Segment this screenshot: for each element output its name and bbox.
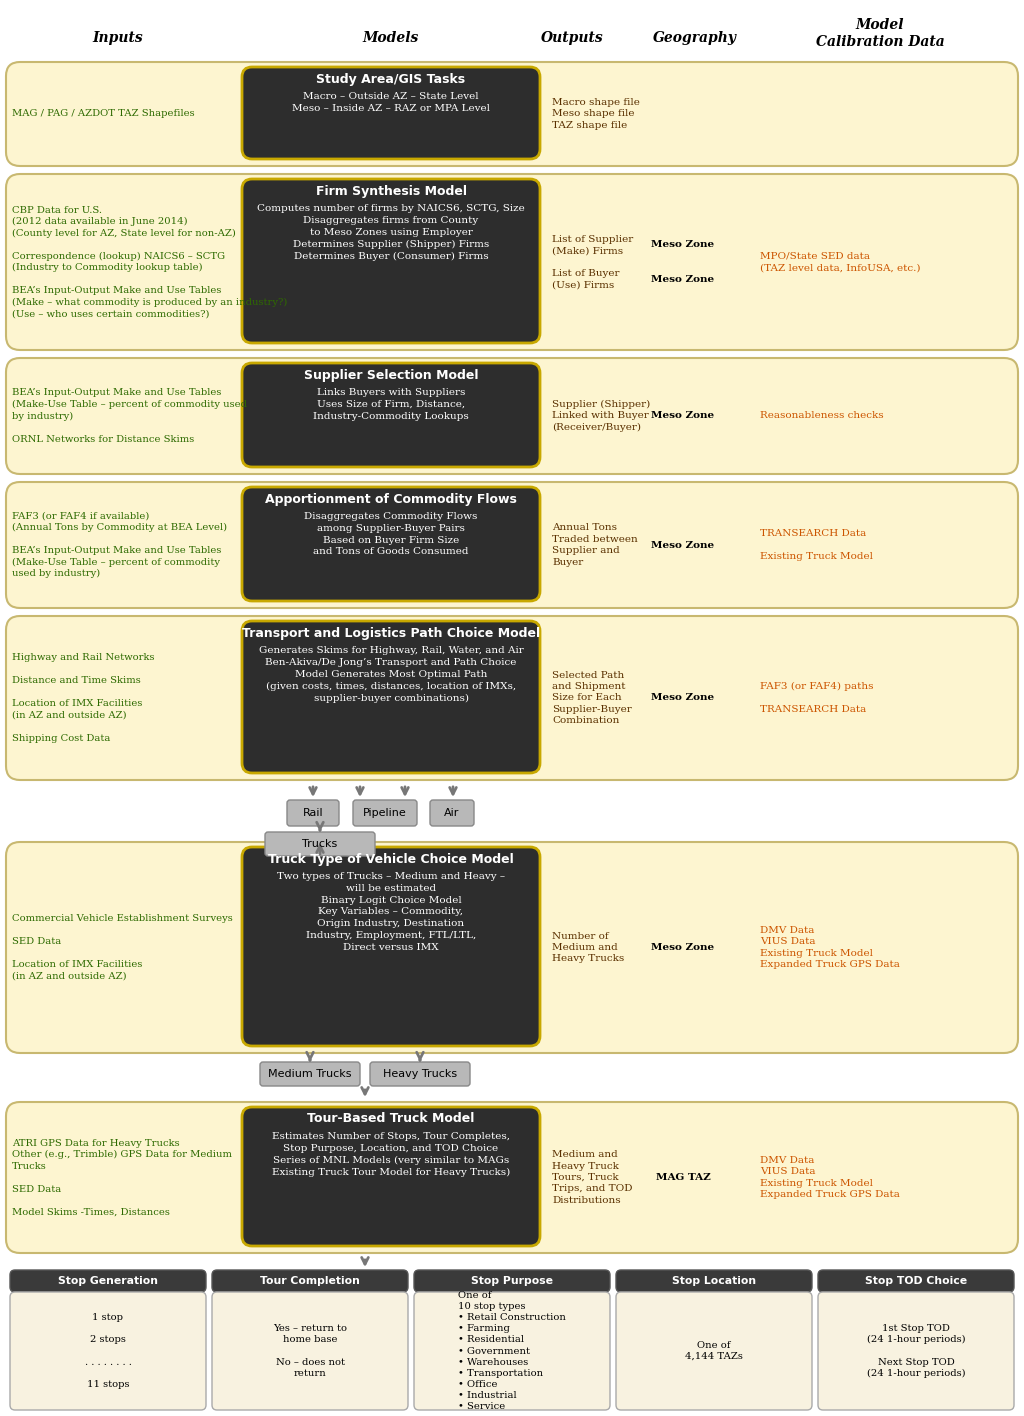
Text: MAG / PAG / AZDOT TAZ Shapefiles: MAG / PAG / AZDOT TAZ Shapefiles [12, 109, 195, 119]
FancyBboxPatch shape [414, 1291, 610, 1410]
Text: Commercial Vehicle Establishment Surveys

SED Data

Location of IMX Facilities
(: Commercial Vehicle Establishment Surveys… [12, 915, 232, 981]
Text: Two types of Trucks – Medium and Heavy –
will be estimated
Binary Logit Choice M: Two types of Trucks – Medium and Heavy –… [276, 872, 505, 952]
Text: Models: Models [362, 31, 419, 45]
Text: Macro shape file
Meso shape file
TAZ shape file: Macro shape file Meso shape file TAZ sha… [552, 98, 640, 130]
FancyBboxPatch shape [430, 800, 474, 826]
Text: Geography: Geography [653, 31, 737, 45]
FancyBboxPatch shape [6, 1102, 1018, 1253]
FancyBboxPatch shape [10, 1270, 206, 1291]
FancyBboxPatch shape [242, 622, 540, 773]
Text: Selected Path
and Shipment
Size for Each
Supplier-Buyer
Combination: Selected Path and Shipment Size for Each… [552, 671, 632, 725]
FancyBboxPatch shape [616, 1291, 812, 1410]
Text: 1 stop

2 stops

. . . . . . . .

11 stops: 1 stop 2 stops . . . . . . . . 11 stops [85, 1313, 131, 1389]
FancyBboxPatch shape [242, 847, 540, 1046]
Text: Macro – Outside AZ – State Level
Meso – Inside AZ – RAZ or MPA Level: Macro – Outside AZ – State Level Meso – … [292, 92, 490, 113]
FancyBboxPatch shape [6, 843, 1018, 1054]
Text: Firm Synthesis Model: Firm Synthesis Model [315, 184, 467, 197]
Text: Meso Zone: Meso Zone [651, 412, 715, 421]
FancyBboxPatch shape [6, 358, 1018, 474]
Text: BEA’s Input-Output Make and Use Tables
(Make-Use Table – percent of commodity us: BEA’s Input-Output Make and Use Tables (… [12, 388, 247, 443]
Text: Stop Purpose: Stop Purpose [471, 1276, 553, 1286]
FancyBboxPatch shape [370, 1062, 470, 1086]
Text: Reasonableness checks: Reasonableness checks [760, 412, 884, 421]
Text: Study Area/GIS Tasks: Study Area/GIS Tasks [316, 72, 466, 85]
Text: Supplier (Shipper)
Linked with Buyer
(Receiver/Buyer): Supplier (Shipper) Linked with Buyer (Re… [552, 399, 650, 432]
Text: Computes number of firms by NAICS6, SCTG, Size
Disaggregates firms from County
t: Computes number of firms by NAICS6, SCTG… [257, 204, 525, 261]
Text: MPO/State SED data
(TAZ level data, InfoUSA, etc.): MPO/State SED data (TAZ level data, Info… [760, 252, 921, 272]
FancyBboxPatch shape [287, 800, 339, 826]
Text: Meso Zone: Meso Zone [651, 541, 715, 549]
Text: DMV Data
VIUS Data
Existing Truck Model
Expanded Truck GPS Data: DMV Data VIUS Data Existing Truck Model … [760, 1155, 900, 1199]
Text: Truck Type of Vehicle Choice Model: Truck Type of Vehicle Choice Model [268, 852, 514, 865]
FancyBboxPatch shape [265, 833, 375, 857]
Text: Inputs: Inputs [93, 31, 143, 45]
Text: Apportionment of Commodity Flows: Apportionment of Commodity Flows [265, 493, 517, 506]
Text: Stop TOD Choice: Stop TOD Choice [865, 1276, 967, 1286]
Text: One of
4,144 TAZs: One of 4,144 TAZs [685, 1341, 743, 1361]
Text: Meso Zone: Meso Zone [651, 943, 715, 952]
Text: Links Buyers with Suppliers
Uses Size of Firm, Distance,
Industry-Commodity Look: Links Buyers with Suppliers Uses Size of… [313, 388, 469, 421]
Text: Meso Zone


Meso Zone: Meso Zone Meso Zone [651, 239, 715, 285]
Text: Transport and Logistics Path Choice Model: Transport and Logistics Path Choice Mode… [242, 626, 540, 640]
Text: 1st Stop TOD
(24 1-hour periods)

Next Stop TOD
(24 1-hour periods): 1st Stop TOD (24 1-hour periods) Next St… [866, 1324, 966, 1378]
Text: Outputs: Outputs [541, 31, 603, 45]
FancyBboxPatch shape [242, 178, 540, 343]
FancyBboxPatch shape [6, 62, 1018, 166]
FancyBboxPatch shape [818, 1270, 1014, 1291]
FancyBboxPatch shape [353, 800, 417, 826]
FancyBboxPatch shape [242, 1107, 540, 1246]
Text: Model: Model [856, 18, 904, 33]
Text: MAG TAZ: MAG TAZ [655, 1172, 711, 1182]
FancyBboxPatch shape [616, 1270, 812, 1291]
Text: DMV Data
VIUS Data
Existing Truck Model
Expanded Truck GPS Data: DMV Data VIUS Data Existing Truck Model … [760, 926, 900, 969]
Text: CBP Data for U.S.
(2012 data available in June 2014)
(County level for AZ, State: CBP Data for U.S. (2012 data available i… [12, 205, 288, 319]
Text: Medium Trucks: Medium Trucks [268, 1069, 352, 1079]
FancyBboxPatch shape [818, 1291, 1014, 1410]
Text: Yes – return to
home base

No – does not
return: Yes – return to home base No – does not … [273, 1324, 347, 1378]
Text: Stop Location: Stop Location [672, 1276, 756, 1286]
Text: Medium and
Heavy Truck
Tours, Truck
Trips, and TOD
Distributions: Medium and Heavy Truck Tours, Truck Trip… [552, 1150, 633, 1205]
FancyBboxPatch shape [242, 67, 540, 159]
Text: Disaggregates Commodity Flows
among Supplier-Buyer Pairs
Based on Buyer Firm Siz: Disaggregates Commodity Flows among Supp… [304, 513, 477, 556]
FancyBboxPatch shape [260, 1062, 360, 1086]
Text: Calibration Data: Calibration Data [816, 35, 944, 50]
FancyBboxPatch shape [6, 174, 1018, 350]
FancyBboxPatch shape [10, 1291, 206, 1410]
FancyBboxPatch shape [6, 481, 1018, 607]
Text: TRANSEARCH Data

Existing Truck Model: TRANSEARCH Data Existing Truck Model [760, 530, 873, 561]
Text: Air: Air [444, 809, 460, 818]
Text: Heavy Trucks: Heavy Trucks [383, 1069, 457, 1079]
Text: Meso Zone: Meso Zone [651, 694, 715, 702]
Text: One of
10 stop types
• Retail Construction
• Farming
• Residential
• Government
: One of 10 stop types • Retail Constructi… [458, 1291, 566, 1410]
FancyBboxPatch shape [242, 362, 540, 467]
Text: Stop Generation: Stop Generation [58, 1276, 158, 1286]
Text: ATRI GPS Data for Heavy Trucks
Other (e.g., Trimble) GPS Data for Medium
Trucks
: ATRI GPS Data for Heavy Trucks Other (e.… [12, 1138, 232, 1216]
Text: Annual Tons
Traded between
Supplier and
Buyer: Annual Tons Traded between Supplier and … [552, 524, 638, 566]
FancyBboxPatch shape [242, 487, 540, 600]
Text: Supplier Selection Model: Supplier Selection Model [304, 368, 478, 381]
Text: Pipeline: Pipeline [364, 809, 407, 818]
Text: Generates Skims for Highway, Rail, Water, and Air
Ben-Akiva/De Jong’s Transport : Generates Skims for Highway, Rail, Water… [259, 646, 523, 702]
Text: Tour Completion: Tour Completion [260, 1276, 360, 1286]
FancyBboxPatch shape [212, 1270, 408, 1291]
Text: Tour-Based Truck Model: Tour-Based Truck Model [307, 1113, 475, 1126]
Text: Estimates Number of Stops, Tour Completes,
Stop Purpose, Location, and TOD Choic: Estimates Number of Stops, Tour Complete… [272, 1131, 510, 1177]
Text: Number of
Medium and
Heavy Trucks: Number of Medium and Heavy Trucks [552, 932, 625, 963]
FancyBboxPatch shape [414, 1270, 610, 1291]
Text: List of Supplier
(Make) Firms

List of Buyer
(Use) Firms: List of Supplier (Make) Firms List of Bu… [552, 235, 633, 289]
Text: Trucks: Trucks [302, 840, 338, 850]
Text: FAF3 (or FAF4 if available)
(Annual Tons by Commodity at BEA Level)

BEA’s Input: FAF3 (or FAF4 if available) (Annual Tons… [12, 511, 227, 578]
FancyBboxPatch shape [6, 616, 1018, 780]
Text: Rail: Rail [303, 809, 324, 818]
Text: FAF3 (or FAF4) paths

TRANSEARCH Data: FAF3 (or FAF4) paths TRANSEARCH Data [760, 683, 873, 714]
FancyBboxPatch shape [212, 1291, 408, 1410]
Text: Highway and Rail Networks

Distance and Time Skims

Location of IMX Facilities
(: Highway and Rail Networks Distance and T… [12, 653, 155, 742]
